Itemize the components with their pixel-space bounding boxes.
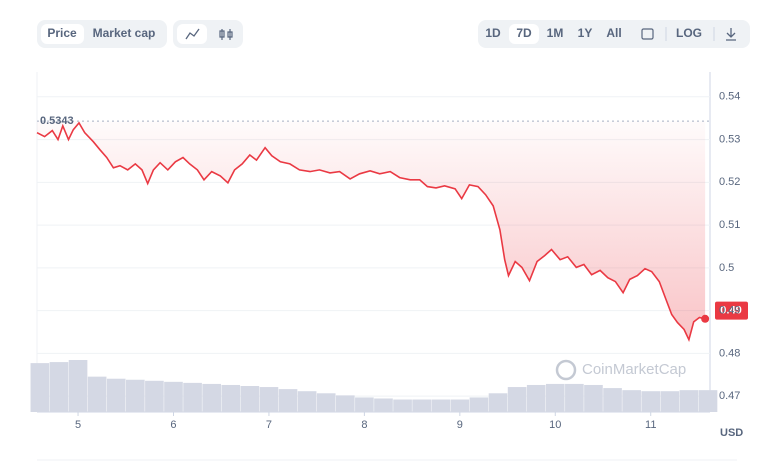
volume-bar bbox=[183, 382, 202, 412]
volume-bar bbox=[526, 384, 546, 412]
volume-bar bbox=[450, 399, 470, 412]
active-range bbox=[509, 24, 539, 44]
volume-bar bbox=[125, 379, 145, 412]
volume-bar bbox=[679, 390, 699, 412]
volume-bar bbox=[145, 380, 164, 412]
volume-bar bbox=[565, 383, 584, 412]
volume-bar bbox=[259, 387, 279, 412]
volume-bar bbox=[106, 378, 126, 412]
volume-bar bbox=[30, 363, 50, 412]
y-tick-label: 0.53 bbox=[719, 133, 740, 145]
volume-bar bbox=[221, 384, 241, 412]
volume-bar bbox=[584, 384, 603, 412]
price-tab[interactable]: Price bbox=[47, 26, 77, 40]
y-tick-label: 0.54 bbox=[719, 91, 740, 103]
y-tick-label: 0.48 bbox=[719, 347, 740, 359]
volume-bar bbox=[240, 386, 260, 412]
price-line bbox=[36, 121, 706, 343]
x-tick-label: 5 bbox=[75, 419, 81, 431]
volume-bar bbox=[698, 390, 718, 412]
volume-bar bbox=[335, 395, 355, 412]
x-tick-label: 9 bbox=[457, 419, 463, 431]
y-unit: USD bbox=[720, 427, 743, 439]
y-tick-label: 0.49 bbox=[719, 305, 740, 317]
market-cap-tab[interactable]: Market cap bbox=[93, 26, 156, 40]
volume-bar bbox=[469, 397, 489, 412]
volume-bar bbox=[316, 393, 336, 412]
active-view bbox=[41, 24, 84, 44]
x-tick-label: 7 bbox=[266, 419, 272, 431]
download-icon[interactable] bbox=[726, 28, 736, 41]
range-all[interactable]: All bbox=[606, 26, 621, 40]
price-tag-label: 0.49 bbox=[720, 305, 741, 317]
volume-bar bbox=[68, 360, 88, 412]
volume-bar bbox=[545, 383, 565, 412]
volume-bar bbox=[660, 391, 680, 412]
range-7d[interactable]: 7D bbox=[516, 26, 532, 40]
volume-bar bbox=[507, 387, 527, 412]
calendar-icon[interactable] bbox=[641, 28, 654, 40]
log-toggle[interactable]: LOG bbox=[676, 26, 702, 40]
line-icon bbox=[185, 28, 200, 40]
high-label: 0.5343 bbox=[40, 115, 74, 127]
watermark-logo bbox=[555, 359, 577, 381]
volume-bar bbox=[488, 393, 508, 412]
volume-bar bbox=[87, 376, 107, 412]
y-tick-label: 0.5 bbox=[719, 262, 734, 274]
volume-bar bbox=[431, 399, 451, 412]
range-1m[interactable]: 1M bbox=[547, 26, 564, 40]
volume-bar bbox=[164, 381, 183, 412]
volume-bar bbox=[49, 362, 69, 412]
volume bbox=[30, 360, 718, 412]
y-tick-label: 0.52 bbox=[719, 176, 740, 188]
x-tick-label: 6 bbox=[170, 419, 176, 431]
volume-bar bbox=[278, 389, 298, 412]
volume-bar bbox=[603, 388, 622, 412]
volume-bar bbox=[374, 398, 393, 412]
volume-bar bbox=[393, 399, 412, 412]
x-tick-label: 10 bbox=[549, 419, 561, 431]
price: 0.5343 0.49 bbox=[36, 115, 748, 343]
range-1y[interactable]: 1Y bbox=[578, 26, 593, 40]
y-tick-label: 0.51 bbox=[719, 219, 740, 231]
last-point bbox=[701, 314, 710, 323]
volume-bar bbox=[622, 390, 641, 412]
volume-bar bbox=[641, 391, 661, 412]
x-tick-label: 11 bbox=[645, 419, 656, 431]
volume-bar bbox=[202, 383, 221, 412]
y-tick-label: 0.47 bbox=[719, 390, 740, 402]
volume-bar bbox=[412, 399, 431, 412]
range-1d[interactable]: 1D bbox=[485, 26, 501, 40]
price-tag bbox=[715, 301, 748, 320]
candle-icon[interactable] bbox=[219, 29, 233, 40]
x-tick-label: 8 bbox=[361, 419, 367, 431]
range-toolbar bbox=[478, 20, 750, 48]
volume-bar bbox=[297, 391, 317, 412]
area bbox=[37, 121, 706, 340]
watermark: CoinMarketCap bbox=[582, 361, 686, 378]
volume-bar bbox=[355, 397, 374, 412]
